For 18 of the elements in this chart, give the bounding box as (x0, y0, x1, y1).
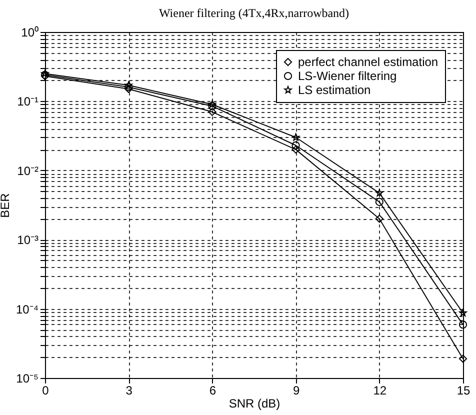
x-tick-label: 12 (373, 384, 387, 398)
y-tick-label: 10⁻¹ (17, 94, 39, 109)
legend-label: LS-Wiener filtering (298, 69, 397, 83)
y-tick-label: 10⁻² (17, 164, 39, 178)
legend-label: LS estimation (298, 83, 371, 97)
y-tick-label: 10⁰ (21, 26, 38, 40)
chart-title: Wiener filtering (4Tx,4Rx,narrowband) (158, 6, 350, 20)
legend-label: perfect channel estimation (298, 55, 438, 69)
x-tick-label: 6 (209, 384, 216, 398)
x-tick-label: 0 (42, 384, 50, 398)
x-axis-title: SNR (dB) (228, 396, 280, 410)
y-tick-label: 10⁻⁴ (16, 302, 38, 316)
y-tick-label: 10⁻³ (17, 233, 39, 248)
x-tick-label: 9 (292, 384, 300, 398)
x-tick-label: 3 (126, 384, 133, 398)
y-axis-title: BER (0, 192, 12, 218)
y-tick-label: 10⁻⁵ (16, 372, 39, 386)
x-tick-label: 15 (456, 384, 470, 398)
